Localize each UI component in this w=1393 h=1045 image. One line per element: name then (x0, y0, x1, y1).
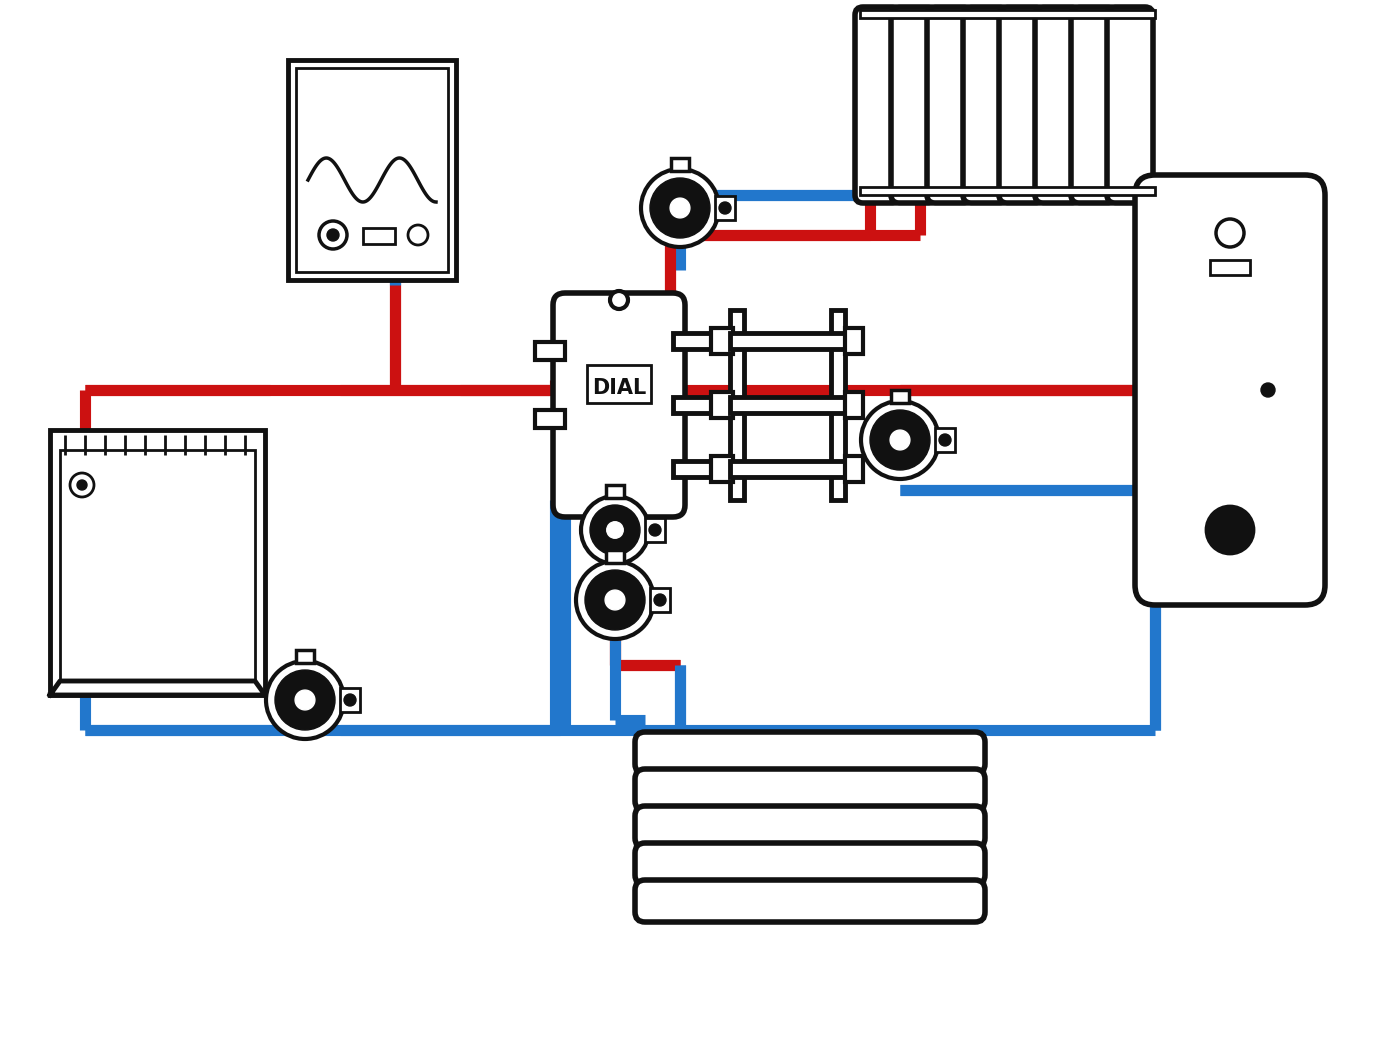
Bar (645, 518, 664, 542)
FancyBboxPatch shape (1135, 175, 1325, 605)
Circle shape (1261, 384, 1275, 397)
FancyBboxPatch shape (963, 7, 1009, 203)
Circle shape (641, 169, 719, 247)
Text: DIAL: DIAL (592, 378, 646, 398)
Circle shape (319, 220, 347, 249)
Bar (50, 429, 265, 695)
Bar (651, 588, 670, 612)
Circle shape (939, 434, 951, 446)
Circle shape (77, 480, 86, 490)
Bar (730, 397, 846, 413)
Bar (730, 461, 846, 477)
Bar (606, 485, 624, 498)
FancyBboxPatch shape (892, 7, 937, 203)
Circle shape (408, 225, 428, 245)
Bar (364, 228, 396, 243)
Circle shape (70, 473, 93, 497)
Bar (60, 450, 255, 680)
FancyBboxPatch shape (553, 293, 685, 517)
Circle shape (274, 670, 334, 730)
FancyBboxPatch shape (1107, 7, 1153, 203)
Circle shape (861, 401, 939, 479)
Bar (730, 310, 744, 500)
Bar (710, 456, 733, 482)
FancyBboxPatch shape (1035, 7, 1081, 203)
Bar (715, 196, 736, 220)
Circle shape (607, 521, 623, 538)
Circle shape (585, 570, 645, 630)
Bar (859, 187, 1155, 195)
Bar (535, 410, 566, 428)
Circle shape (890, 431, 910, 450)
Circle shape (719, 202, 731, 214)
Circle shape (1206, 506, 1254, 554)
Bar (892, 390, 910, 403)
FancyBboxPatch shape (635, 769, 985, 811)
Circle shape (649, 524, 662, 536)
FancyBboxPatch shape (635, 806, 985, 847)
Bar (340, 688, 359, 712)
Circle shape (605, 590, 625, 610)
Circle shape (871, 410, 931, 470)
FancyBboxPatch shape (855, 7, 901, 203)
Bar (586, 365, 651, 403)
Circle shape (581, 496, 649, 564)
Bar (1211, 260, 1250, 275)
Bar (673, 333, 710, 349)
Circle shape (344, 694, 357, 706)
Bar (606, 550, 624, 563)
Bar (832, 310, 846, 500)
Bar (535, 342, 566, 359)
Bar (710, 328, 733, 354)
Bar (710, 392, 733, 418)
Bar (673, 397, 710, 413)
Bar (846, 328, 864, 354)
Bar (859, 10, 1155, 18)
Bar (288, 60, 456, 280)
Circle shape (327, 229, 338, 241)
FancyBboxPatch shape (635, 843, 985, 885)
FancyBboxPatch shape (1071, 7, 1117, 203)
Bar (295, 68, 449, 272)
Circle shape (610, 291, 628, 309)
Circle shape (651, 178, 710, 238)
Bar (673, 461, 710, 477)
Bar (730, 333, 846, 349)
Bar (846, 392, 864, 418)
Circle shape (1216, 219, 1244, 247)
FancyBboxPatch shape (926, 7, 972, 203)
FancyBboxPatch shape (635, 732, 985, 774)
Circle shape (670, 199, 690, 218)
Circle shape (575, 561, 653, 638)
Bar (935, 428, 956, 452)
Circle shape (295, 690, 315, 710)
Circle shape (591, 505, 639, 555)
Bar (295, 650, 313, 663)
Bar (846, 456, 864, 482)
Bar (671, 158, 690, 171)
FancyBboxPatch shape (999, 7, 1045, 203)
Circle shape (653, 594, 666, 606)
FancyBboxPatch shape (635, 880, 985, 922)
Polygon shape (50, 681, 265, 695)
Circle shape (266, 661, 344, 739)
